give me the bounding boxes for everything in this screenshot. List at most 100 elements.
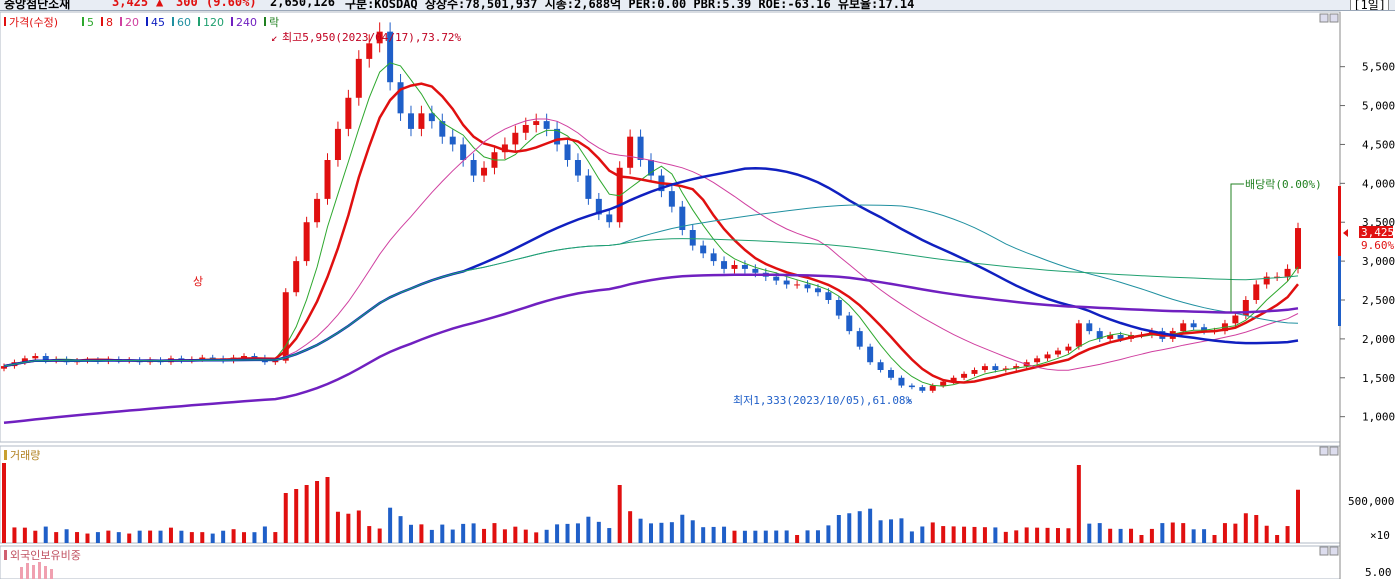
volume-bar <box>429 529 434 543</box>
legend-item: 20 <box>125 16 139 29</box>
candle <box>533 121 540 125</box>
candle <box>397 82 404 114</box>
candle <box>616 167 623 223</box>
candle <box>752 268 759 273</box>
volume-bar <box>106 530 111 543</box>
volume-bar <box>85 533 90 543</box>
price-pane-controls[interactable] <box>1319 13 1339 23</box>
candle <box>1232 315 1239 324</box>
volume-bar <box>179 530 184 543</box>
volume-bar <box>690 520 695 543</box>
volume-axis-unit: ×10 <box>1370 529 1390 542</box>
candle <box>293 261 300 293</box>
title-bar: 중앙첨단소재 3,425 ▲ 300 (9.60%) 2,650,126 구분:… <box>0 0 1395 11</box>
legend-swatch <box>172 17 174 26</box>
legend-item: 8 <box>106 16 113 29</box>
candle <box>1295 228 1301 269</box>
candle <box>929 385 936 391</box>
legend-item: 가격(수정) <box>9 16 58 29</box>
volume-bar <box>127 533 132 543</box>
volume-bar <box>962 526 967 543</box>
volume-bar <box>1202 529 1207 543</box>
volume-bar <box>231 529 236 543</box>
volume-bar <box>1003 531 1008 543</box>
pane-minimize-button[interactable] <box>1319 446 1329 456</box>
volume-pane-controls[interactable] <box>1319 446 1339 456</box>
candle <box>366 43 373 59</box>
volume-bar <box>951 526 956 543</box>
volume-bar <box>836 515 841 543</box>
volume-bar <box>1243 513 1248 543</box>
volume-bars-layer <box>2 463 1300 543</box>
volume-bar <box>1264 525 1269 543</box>
legend-item: 45 <box>151 16 165 29</box>
candle <box>334 128 341 160</box>
volume-bar <box>534 532 539 543</box>
volume-bar <box>847 513 852 543</box>
candle <box>877 362 884 370</box>
volume-bar <box>168 527 173 543</box>
candle <box>42 356 49 361</box>
candle <box>1013 366 1020 369</box>
period-selector[interactable]: [1일] <box>1350 0 1389 10</box>
pane-close-button[interactable] <box>1329 546 1339 556</box>
candle <box>1242 300 1249 316</box>
candle <box>449 136 456 145</box>
volume-bar <box>596 521 601 543</box>
price-pane[interactable] <box>0 11 1341 443</box>
candle <box>324 160 331 199</box>
volume-bar <box>252 532 257 543</box>
candle <box>668 191 675 207</box>
candle <box>1075 323 1082 347</box>
pane-minimize-button[interactable] <box>1319 13 1329 23</box>
foreign-pane[interactable] <box>0 545 1341 579</box>
volume-bar <box>1024 527 1029 543</box>
candle <box>648 160 654 176</box>
volume-bar <box>33 530 38 543</box>
candle <box>303 222 310 262</box>
legend-swatch <box>264 17 266 26</box>
volume-bar <box>1181 523 1186 543</box>
candle <box>981 366 988 370</box>
volume-bar <box>972 526 977 543</box>
current-price-marker-icon <box>1343 229 1348 237</box>
candle <box>898 377 905 386</box>
upper-limit-marker: 상 <box>193 275 203 288</box>
candle <box>689 230 696 246</box>
volume-bar <box>325 477 330 543</box>
axis-tick-label: 1,500 <box>1362 372 1395 385</box>
volume-bar <box>701 527 706 543</box>
volume-axis-tick: 500,000 <box>1348 495 1394 508</box>
volume-bar <box>22 527 27 543</box>
volume-pane-label: 거래량 <box>10 449 40 462</box>
candle <box>418 113 425 129</box>
volume-bar <box>815 530 820 543</box>
candle <box>950 377 957 382</box>
candle <box>199 357 206 360</box>
candle <box>1117 335 1124 339</box>
candle <box>470 160 477 176</box>
axis-tick-label: 4,000 <box>1362 177 1395 190</box>
volume-bar <box>805 530 810 543</box>
volume-bar <box>1087 523 1092 543</box>
pane-close-button[interactable] <box>1329 13 1339 23</box>
legend-swatch <box>198 17 200 26</box>
candle <box>846 315 853 332</box>
pane-close-button[interactable] <box>1329 446 1339 456</box>
legend-swatch <box>231 17 233 26</box>
volume-bar <box>628 511 633 543</box>
volume-bar <box>388 507 393 543</box>
foreign-pane-controls[interactable] <box>1319 546 1339 556</box>
volume-bar <box>826 525 831 543</box>
volume-bar <box>12 527 17 543</box>
candle <box>1284 268 1291 277</box>
volume-bar <box>889 519 894 543</box>
volume-bar <box>774 530 779 543</box>
candle <box>512 132 519 145</box>
candle <box>209 357 216 359</box>
candle <box>1065 346 1072 351</box>
candle <box>522 125 529 133</box>
pane-minimize-button[interactable] <box>1319 546 1329 556</box>
volume-bar <box>54 532 59 543</box>
